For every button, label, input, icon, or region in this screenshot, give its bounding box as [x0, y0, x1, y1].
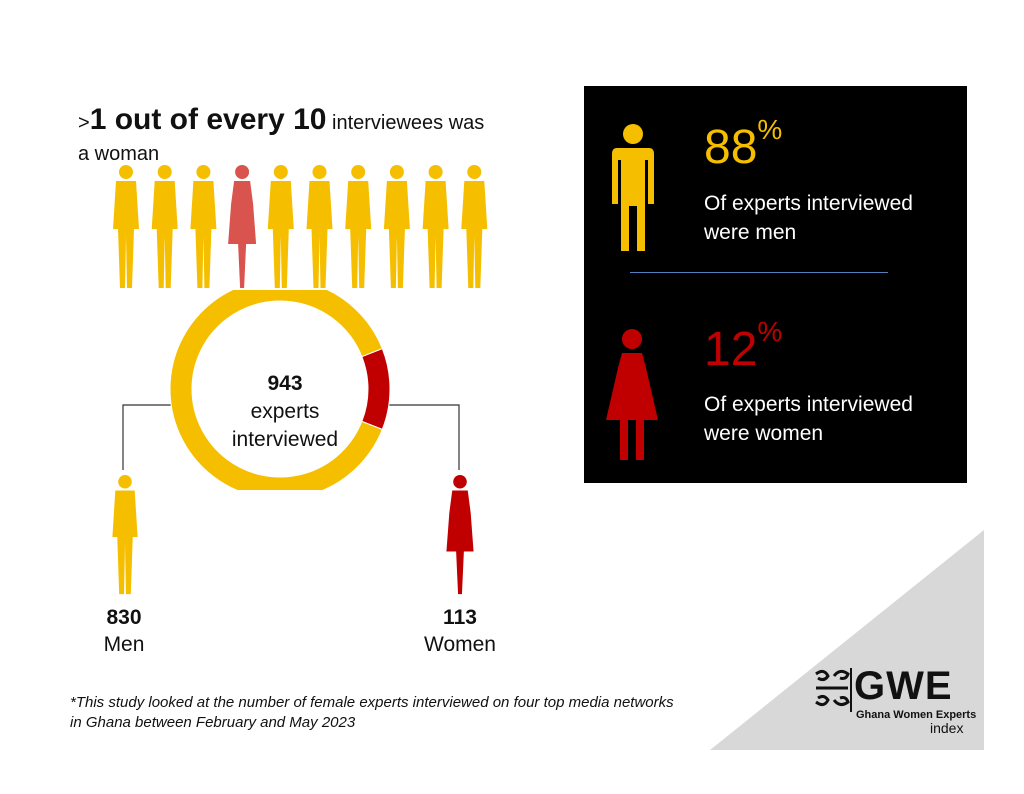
people-row	[113, 165, 488, 288]
men-percentage: 88%	[704, 114, 782, 175]
stats-panel: 88% Of experts interviewed were men 12% …	[584, 86, 967, 483]
headline-big: 1 out of every 10	[89, 103, 327, 136]
women-pct-value: 12	[704, 323, 758, 376]
man-figure-icon	[112, 474, 138, 595]
men-caption-line-1: Of experts interviewed	[704, 192, 913, 215]
man-figure-icon	[422, 165, 449, 288]
woman-icon	[606, 329, 658, 460]
man-figure-icon	[113, 165, 139, 288]
donut-slice-men	[169, 290, 383, 490]
footnote-line-2: in Ghana between February and May 2023	[70, 713, 356, 731]
headline: >1 out of every 10 interviewees was a wo…	[78, 100, 558, 168]
man-figure-icon	[267, 165, 294, 288]
donut-chart	[122, 290, 460, 490]
logo-subtitle: Ghana Women Experts	[856, 709, 977, 721]
footnote-line-1: *This study looked at the number of fema…	[70, 694, 674, 711]
women-caption-line-1: Of experts interviewed	[704, 393, 913, 416]
adinkra-symbol-icon	[815, 669, 850, 707]
headline-rest-2: a woman	[78, 142, 160, 165]
man-figure-icon	[190, 165, 217, 288]
man-figure-icon	[151, 165, 178, 288]
headline-prefix: >	[78, 112, 90, 134]
man-figure-icon	[383, 165, 410, 288]
logo-divider	[850, 668, 852, 712]
logo-index: index	[930, 720, 964, 736]
men-pct-symbol: %	[757, 114, 783, 145]
donut-caption-line-1: experts	[250, 400, 320, 423]
footnote: *This study looked at the number of fema…	[70, 693, 674, 733]
donut-caption: experts interviewed	[195, 398, 375, 455]
men-caption: Of experts interviewed were men	[704, 190, 913, 248]
connector-line-women	[384, 404, 460, 470]
donut-caption-line-2: interviewed	[231, 428, 339, 452]
donut-total: 943	[267, 372, 303, 395]
men-caption-line-2: were men	[704, 220, 797, 244]
logo-word: GWE	[854, 664, 953, 708]
man-figure-icon	[345, 165, 372, 288]
women-label: Women	[424, 633, 496, 656]
panel-divider	[630, 272, 888, 273]
men-pct-value: 88	[704, 121, 758, 174]
connector-line-men	[122, 404, 190, 470]
man-figure-icon	[306, 165, 333, 288]
man-figure-icon	[461, 165, 488, 288]
women-pct-symbol: %	[757, 316, 783, 347]
women-percentage: 12%	[704, 316, 782, 377]
women-caption: Of experts interviewed were women	[704, 391, 913, 449]
man-icon	[612, 124, 654, 251]
women-caption-line-2: were women	[704, 421, 824, 445]
woman-figure-icon	[228, 165, 257, 288]
corner-triangle	[710, 530, 984, 750]
headline-rest-1: interviewees was	[326, 112, 485, 134]
men-label: Men	[103, 633, 145, 656]
men-count: 830	[106, 606, 142, 629]
women-count: 113	[443, 606, 477, 629]
woman-figure-icon	[446, 474, 474, 595]
